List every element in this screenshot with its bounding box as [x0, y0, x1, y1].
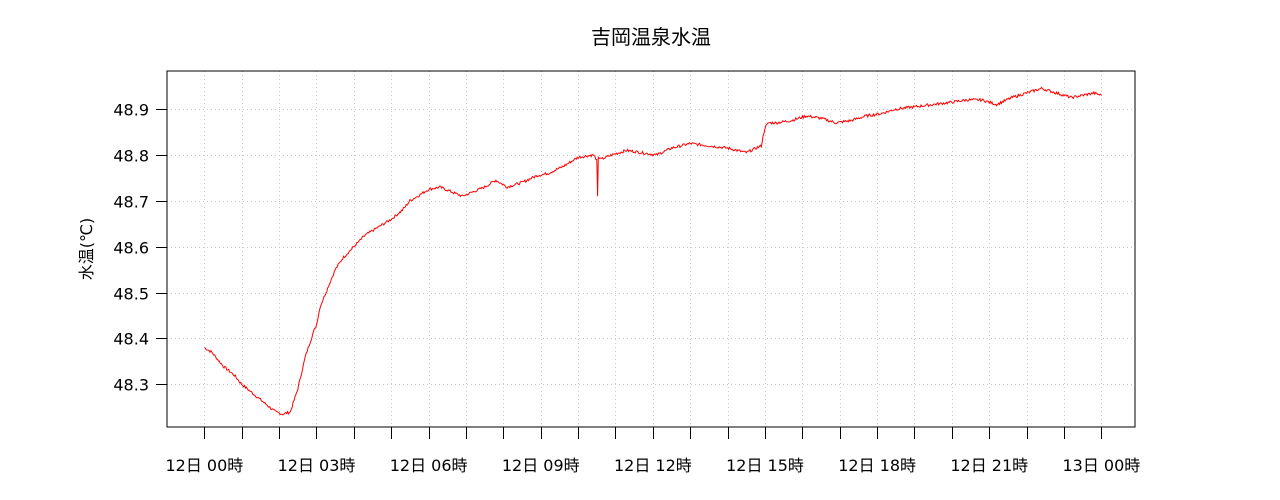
y-tick-label: 48.7: [113, 193, 149, 212]
x-tick-label: 12日 00時: [165, 456, 243, 475]
y-tick-label: 48.9: [113, 101, 149, 120]
x-tick-label: 12日 12時: [614, 456, 692, 475]
x-tick-label: 12日 21時: [950, 456, 1028, 475]
y-tick-label: 48.4: [113, 330, 149, 349]
x-tick-label: 12日 15時: [726, 456, 804, 475]
x-tick-label: 12日 06時: [390, 456, 468, 475]
y-axis-label: 水温(℃): [77, 218, 96, 280]
x-tick-label: 13日 00時: [1062, 456, 1140, 475]
series-line: [204, 86, 1102, 416]
y-tick-label: 48.6: [113, 239, 149, 258]
y-tick-label: 48.3: [113, 376, 149, 395]
axis-layer: 48.3 48.4 48.5 48.6 48.7 48.8 48.9 12日 00時 12日 0…: [113, 101, 1140, 476]
y-tick-label: 48.8: [113, 147, 149, 166]
plot-frame: [166, 70, 1136, 428]
x-tick-label: 12日 03時: [278, 456, 356, 475]
grid-layer: [167, 71, 1135, 427]
series-layer: [204, 86, 1102, 416]
y-tick-label: 48.5: [113, 285, 149, 304]
x-tick-label: 12日 18時: [838, 456, 916, 475]
chart-title: 吉岡温泉水温: [591, 25, 711, 49]
x-tick-label: 12日 09時: [502, 456, 580, 475]
